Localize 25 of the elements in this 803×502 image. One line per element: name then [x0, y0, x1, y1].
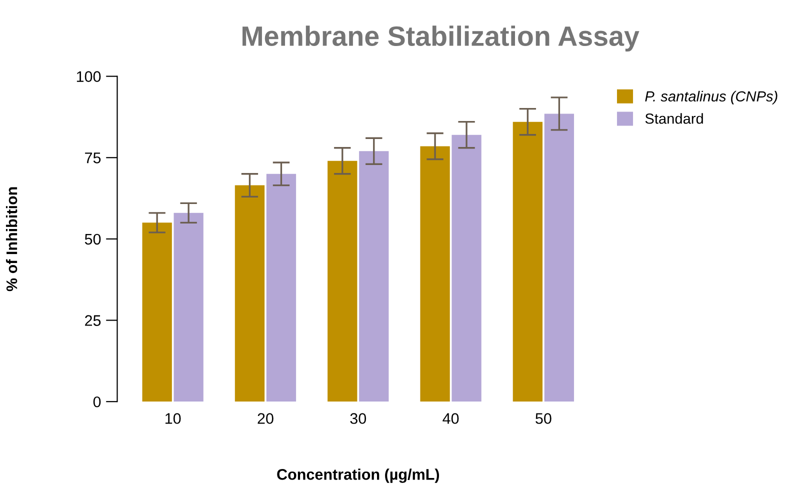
bar [142, 222, 172, 402]
y-tick-label: 100 [76, 71, 101, 82]
y-axis-title: % of Inhibition [6, 187, 18, 292]
x-tick-label: 40 [442, 413, 459, 424]
y-tick-label: 25 [85, 315, 101, 326]
legend-label: P. santalinus (CNPs) [645, 90, 778, 104]
bar [174, 212, 204, 402]
bar [544, 114, 574, 402]
x-tick-label: 50 [536, 413, 552, 424]
x-axis-title: Concentration (µg/mL) [277, 468, 440, 483]
bar [420, 146, 450, 402]
bar [266, 174, 296, 402]
bar [328, 160, 358, 402]
y-tick-label: 0 [93, 396, 101, 408]
bar [234, 185, 265, 402]
chart-title: Membrane Stabilization Assay [242, 26, 640, 52]
legend-label: Standard [645, 113, 703, 124]
x-tick-label: 10 [166, 413, 181, 424]
x-tick-label: 30 [350, 413, 366, 424]
x-tick-label: 20 [258, 413, 274, 424]
y-tick-label: 75 [85, 152, 101, 164]
bar [452, 134, 482, 402]
y-tick-label: 50 [84, 234, 101, 245]
bar [359, 151, 389, 402]
bar [512, 122, 543, 402]
